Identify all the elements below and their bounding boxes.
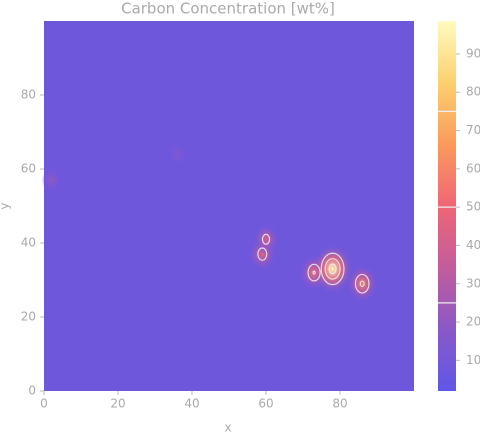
heatmap-background bbox=[44, 21, 414, 391]
colorbar-tick-label: 20 bbox=[466, 315, 480, 329]
y-axis-label: y bbox=[0, 202, 12, 209]
x-tick-label: 0 bbox=[40, 397, 48, 411]
chart-title: Carbon Concentration [wt%] bbox=[121, 0, 335, 18]
colorbar-tick-label: 40 bbox=[466, 238, 480, 252]
hotspot bbox=[312, 244, 353, 294]
contour-line bbox=[257, 247, 268, 261]
x-tick-label: 60 bbox=[258, 397, 273, 411]
contour-line bbox=[359, 280, 365, 287]
contour-line bbox=[320, 252, 345, 286]
y-tick-label: 40 bbox=[21, 236, 36, 250]
hotspot bbox=[346, 265, 378, 303]
contour-line bbox=[312, 270, 316, 275]
x-tick-label: 80 bbox=[332, 397, 347, 411]
colorbar bbox=[438, 21, 456, 391]
contour-line bbox=[261, 233, 271, 245]
hotspot bbox=[253, 223, 279, 255]
colorbar-tick-label: 30 bbox=[466, 276, 480, 290]
colorbar-tick-label: 60 bbox=[466, 161, 480, 175]
colorbar-tick-label: 90 bbox=[466, 46, 480, 60]
x-tick-label: 20 bbox=[110, 397, 125, 411]
colorbar-tick-label: 10 bbox=[466, 353, 480, 367]
contour-line bbox=[324, 258, 341, 280]
colorbar-tick-label: 80 bbox=[466, 85, 480, 99]
colorbar-tick-label: 70 bbox=[466, 123, 480, 137]
y-tick-label: 60 bbox=[21, 162, 36, 176]
contour-line bbox=[354, 273, 370, 294]
hotspot bbox=[41, 168, 62, 193]
contour-line bbox=[328, 263, 337, 275]
contour-line bbox=[307, 263, 321, 282]
x-tick-label: 40 bbox=[184, 397, 199, 411]
y-tick-label: 80 bbox=[21, 88, 36, 102]
y-tick-label: 20 bbox=[21, 310, 36, 324]
x-axis-label: x bbox=[224, 421, 231, 433]
hotspot bbox=[167, 142, 187, 166]
y-tick-label: 0 bbox=[28, 384, 36, 398]
colorbar-tick-label: 50 bbox=[466, 200, 480, 214]
